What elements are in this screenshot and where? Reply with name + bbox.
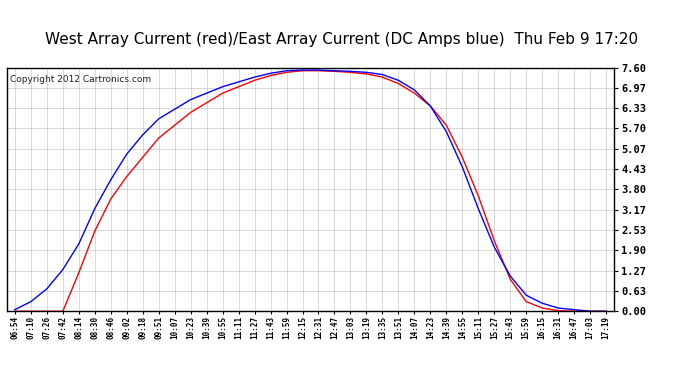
Text: Copyright 2012 Cartronics.com: Copyright 2012 Cartronics.com (10, 75, 151, 84)
Text: West Array Current (red)/East Array Current (DC Amps blue)  Thu Feb 9 17:20: West Array Current (red)/East Array Curr… (45, 32, 638, 47)
